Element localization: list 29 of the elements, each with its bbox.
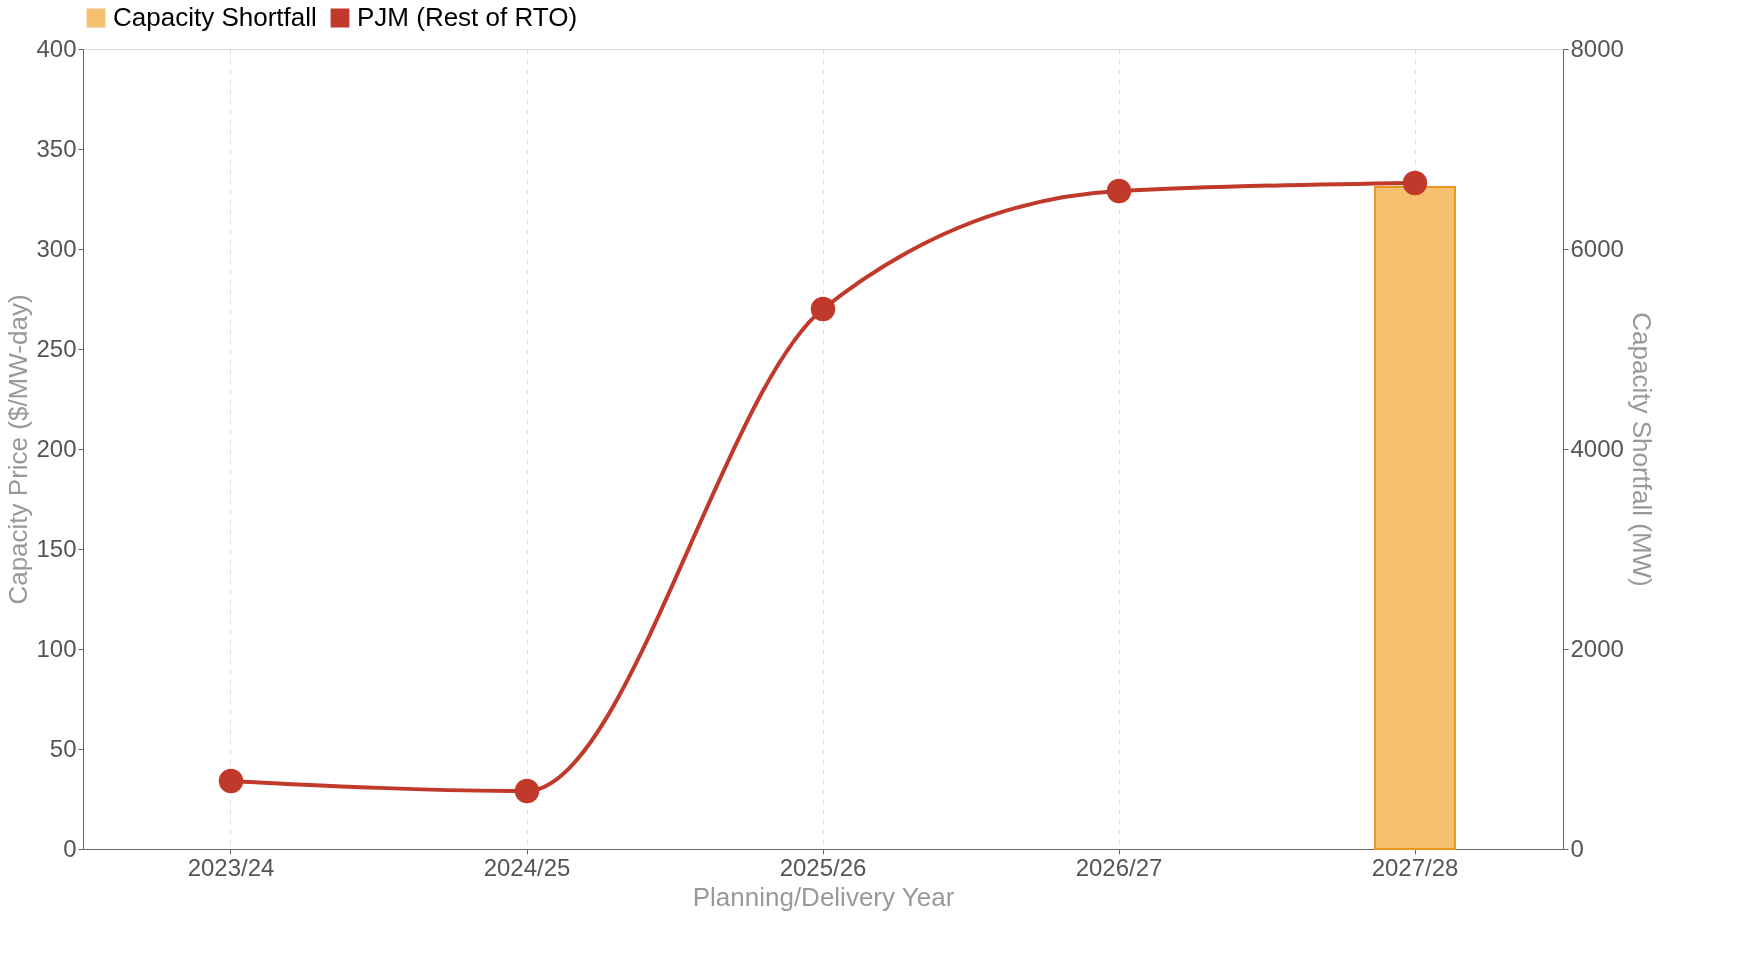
y2-tick-label: 0	[1570, 834, 1584, 862]
y-tick-label: 200	[36, 434, 77, 462]
y-tick-label: 250	[36, 334, 77, 362]
point	[810, 296, 836, 322]
y-tick-label: 100	[36, 634, 77, 662]
x-axis-title: Planning/Delivery Year	[692, 881, 955, 912]
legend-label: PJM (Rest of RTO)	[357, 2, 578, 32]
point	[1402, 170, 1428, 196]
x-tick-label: 2025/26	[779, 853, 867, 881]
y-tick-label: 50	[49, 734, 77, 762]
y2-tick-label: 4000	[1570, 434, 1624, 462]
x-tick-label: 2023/24	[187, 853, 275, 881]
y-axis-title: Capacity Price ($/MW-day)	[3, 294, 34, 605]
y-tick-label: 350	[36, 134, 77, 162]
y2-tick-label: 2000	[1570, 634, 1624, 662]
point	[1106, 178, 1132, 204]
y-tick-label: 400	[36, 34, 77, 62]
y2-axis-title: Capacity Shortfall (MW)	[1626, 312, 1657, 587]
point	[218, 768, 244, 794]
legend-label: Capacity Shortfall	[113, 2, 317, 32]
y-tick-label: 150	[36, 534, 77, 562]
y2-tick-label: 8000	[1570, 34, 1624, 62]
y-tick-label: 0	[63, 834, 77, 862]
x-tick-label: 2027/28	[1371, 853, 1459, 881]
y-tick-label: 300	[36, 234, 77, 262]
x-tick-label: 2026/27	[1075, 853, 1163, 881]
y2-tick-label: 6000	[1570, 234, 1624, 262]
point	[514, 778, 540, 804]
x-tick-label: 2024/25	[483, 853, 571, 881]
